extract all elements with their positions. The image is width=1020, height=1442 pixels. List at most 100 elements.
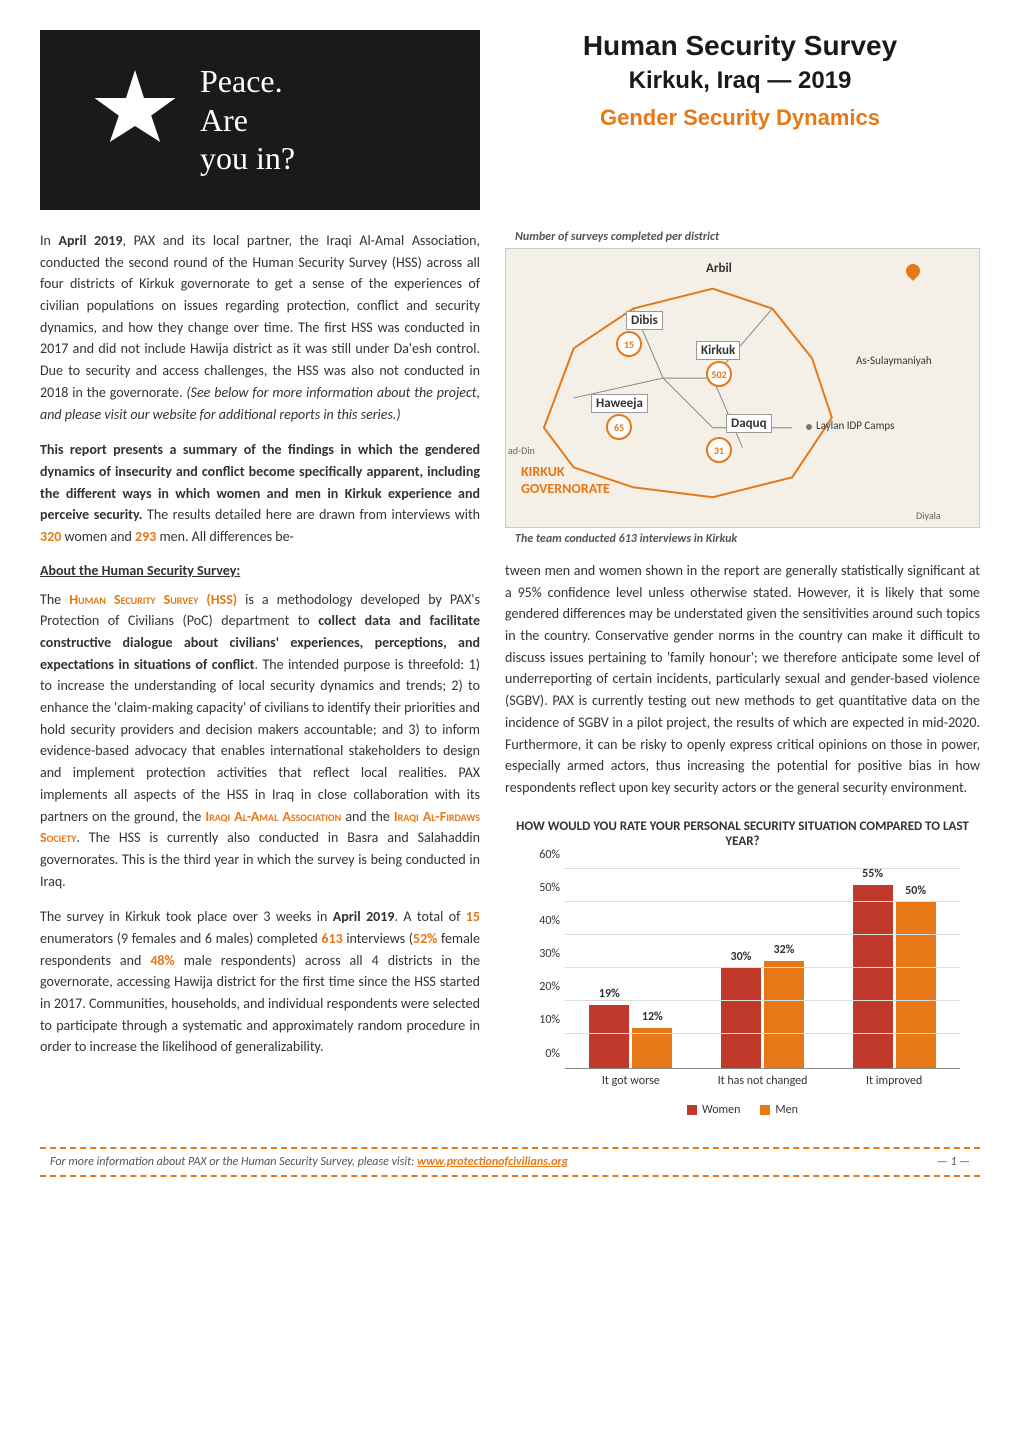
legend-label: Women	[702, 1103, 740, 1117]
map-label-haweeja: Haweeja	[591, 394, 648, 413]
city-dot-laylan	[806, 424, 812, 430]
chart-bar: 55%	[853, 885, 893, 1067]
map-label-kirkuk: Kirkuk	[696, 341, 740, 360]
y-tick: 50%	[539, 881, 560, 895]
y-tick: 60%	[539, 848, 560, 862]
about-p2-date: April 2019	[333, 908, 395, 925]
bar-value-label: 12%	[632, 1010, 672, 1024]
sub-title: Kirkuk, Iraq — 2019	[500, 67, 980, 95]
map-count-dibis: 15	[616, 331, 642, 357]
intro-p2-end: men. All differences be-	[156, 528, 294, 545]
footer-page: — 1 —	[937, 1155, 970, 1169]
about-p1: The Human Security Survey (HSS) is a met…	[40, 589, 480, 893]
map-label-diyala: Diyala	[916, 509, 941, 522]
map-marker-icon	[903, 261, 923, 281]
about-p1-pre: The	[40, 591, 69, 608]
map-count-kirkuk: 502	[706, 361, 732, 387]
footer-text-pre: For more information about PAX or the Hu…	[50, 1155, 417, 1169]
intro-p1: In April 2019, PAX and its local partner…	[40, 230, 480, 425]
intro-p2: This report presents a summary of the fi…	[40, 439, 480, 547]
map-gov-label-2: GOVERNORATE	[521, 481, 610, 498]
footer: For more information about PAX or the Hu…	[40, 1147, 980, 1177]
header-row: Peace. Are you in? Human Security Survey…	[40, 30, 980, 210]
right-column: Number of surveys completed per district…	[505, 230, 980, 1127]
map-label-assulay: As-Sulaymaniyah	[856, 354, 932, 367]
about-p1-end: . The HSS is currently also conducted in…	[40, 829, 480, 889]
map-label-dibis: Dibis	[626, 311, 663, 330]
bar-group: 30%32%	[721, 869, 804, 1068]
grid-line	[565, 1033, 960, 1034]
map-container: Arbil Dibis 15 Kirkuk 502 Haweeja 65 Daq…	[505, 248, 980, 528]
map-label-addin: ad-Din	[508, 444, 535, 457]
section-title: Gender Security Dynamics	[500, 105, 980, 131]
y-tick: 20%	[539, 980, 560, 994]
intro-women-count: 320	[40, 528, 61, 545]
pax-logo: Peace. Are you in?	[40, 30, 480, 210]
title-box: Human Security Survey Kirkuk, Iraq — 201…	[500, 30, 980, 210]
bar-value-label: 30%	[721, 950, 761, 964]
about-p2-mid2: enumerators (9 females and 6 males) comp…	[40, 930, 321, 947]
y-tick: 40%	[539, 914, 560, 928]
main-title: Human Security Survey	[500, 30, 980, 62]
right-p1: tween men and women shown in the report …	[505, 560, 980, 799]
map-gov-label-1: KIRKUK	[521, 464, 610, 481]
about-enum-count: 15	[466, 908, 480, 925]
bar-value-label: 50%	[896, 884, 936, 898]
chart-bar: 19%	[589, 1005, 629, 1068]
logo-line2: Are	[200, 101, 295, 139]
y-tick: 30%	[539, 947, 560, 961]
grid-line	[565, 901, 960, 902]
bar-group: 55%50%	[853, 869, 936, 1068]
chart-bar: 30%	[721, 968, 761, 1068]
about-p1-and: and the	[341, 808, 394, 825]
y-tick: 10%	[539, 1013, 560, 1027]
about-amal: Iraqi Al-Amal Association	[205, 808, 341, 825]
logo-line1: Peace.	[200, 62, 295, 100]
map-label-daquq: Daquq	[726, 414, 772, 433]
grid-line	[565, 868, 960, 869]
grid-line	[565, 934, 960, 935]
y-tick: 0%	[545, 1047, 560, 1061]
legend-swatch	[760, 1105, 770, 1115]
map-caption-bottom: The team conducted 613 interviews in Kir…	[515, 532, 980, 546]
map-gov-label: KIRKUK GOVERNORATE	[521, 464, 610, 498]
grid-line	[565, 967, 960, 968]
about-box: About the Human Security Survey: The Hum…	[40, 562, 480, 1058]
logo-line3: you in?	[200, 139, 295, 177]
bar-group: 19%12%	[589, 869, 672, 1068]
chart-container: 0%10%20%30%40%50%60% 19%12%30%32%55%50% …	[505, 859, 980, 1127]
intro-p1-rest: , PAX and its local partner, the Iraqi A…	[40, 232, 480, 401]
chart-bar: 50%	[896, 902, 936, 1068]
about-total-count: 613	[321, 930, 342, 947]
x-labels: It got worseIt has not changedIt improve…	[565, 1074, 960, 1088]
bar-value-label: 19%	[589, 987, 629, 1001]
intro-p1-date: April 2019	[59, 232, 123, 249]
page-container: Peace. Are you in? Human Security Survey…	[0, 0, 1020, 1207]
about-p2-mid: . A total of	[394, 908, 465, 925]
bars-row: 19%12% 30%32% 55%50%	[565, 869, 960, 1068]
map-label-arbil: Arbil	[706, 261, 732, 276]
y-axis: 0%10%20%30%40%50%60%	[525, 869, 560, 1068]
x-label: It has not changed	[712, 1074, 812, 1088]
logo-text: Peace. Are you in?	[200, 62, 295, 177]
about-p1-rest: . The intended purpose is threefold: 1) …	[40, 656, 480, 825]
about-p2: The survey in Kirkuk took place over 3 w…	[40, 906, 480, 1058]
about-female-pct: 52%	[413, 930, 437, 947]
about-hss-name: Human Security Survey (HSS)	[69, 591, 237, 608]
legend-swatch	[687, 1105, 697, 1115]
about-p2-mid3: interviews (	[343, 930, 413, 947]
x-label: It got worse	[581, 1074, 681, 1088]
map-label-laylan: Laylan IDP Camps	[816, 419, 894, 432]
legend-label: Men	[775, 1103, 798, 1117]
chart-area: 0%10%20%30%40%50%60% 19%12%30%32%55%50%	[565, 869, 960, 1069]
grid-line	[565, 1000, 960, 1001]
about-male-pct: 48%	[150, 952, 174, 969]
map-count-daquq: 31	[706, 437, 732, 463]
about-header: About the Human Security Survey:	[40, 562, 480, 579]
chart-bar: 32%	[764, 961, 804, 1067]
footer-link[interactable]: www.protectionofcivilians.org	[417, 1155, 568, 1169]
columns: In April 2019, PAX and its local partner…	[40, 230, 980, 1127]
intro-p2-rest: The results detailed here are drawn from…	[143, 506, 480, 523]
left-column: In April 2019, PAX and its local partner…	[40, 230, 480, 1127]
intro-p1-pre: In	[40, 232, 59, 249]
